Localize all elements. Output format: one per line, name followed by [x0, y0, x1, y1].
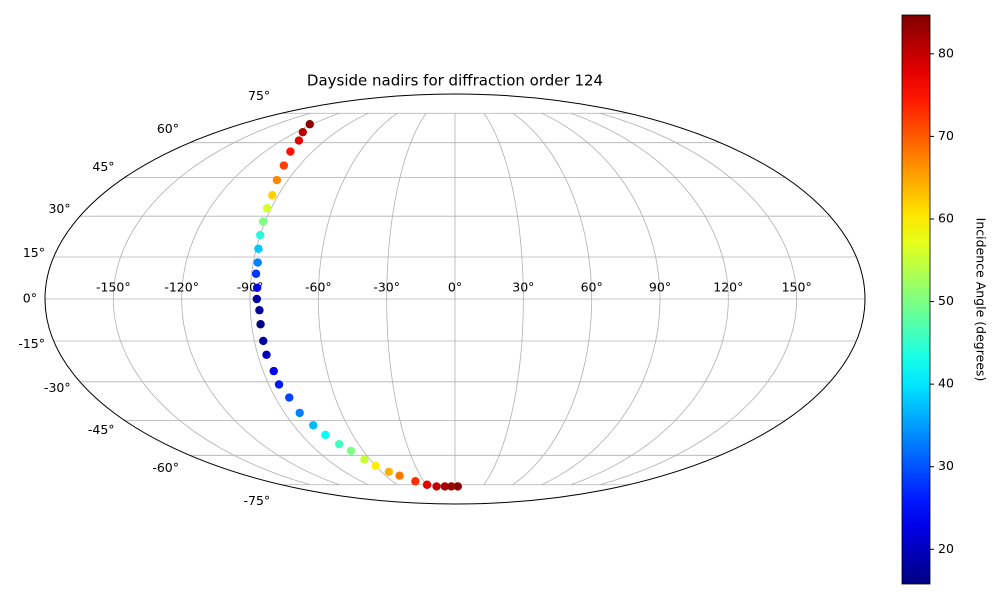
colorbar-tick-label: 70	[938, 128, 954, 143]
scatter-point	[371, 461, 380, 471]
scatter-point	[440, 482, 450, 491]
y-tick-label: -75°	[243, 493, 270, 508]
scatter-point	[253, 258, 262, 267]
scatter-point	[309, 421, 318, 430]
y-tick-label: 45°	[92, 159, 114, 174]
scatter-point	[254, 244, 263, 253]
scatter-point	[395, 471, 404, 480]
scatter-point	[269, 366, 278, 376]
y-tick-label: -30°	[44, 380, 71, 395]
y-tick-label: 60°	[157, 121, 179, 136]
colorbar-tick-label: 40	[938, 376, 954, 391]
scatter-point	[259, 336, 268, 346]
y-tick-label: 75°	[248, 88, 270, 103]
y-tick-label: -15°	[18, 336, 45, 351]
colorbar-label: Incidence Angle (degrees)	[974, 218, 989, 382]
scatter-point	[298, 127, 307, 137]
colorbar	[901, 14, 931, 585]
scatter-point	[432, 482, 441, 491]
y-tick-label: 15°	[23, 245, 45, 260]
x-tick-label: 120°	[713, 280, 743, 295]
y-tick-label: -45°	[88, 422, 115, 437]
scatter-point	[258, 217, 268, 226]
grid-line	[570, 112, 729, 486]
colorbar-tick-label: 30	[938, 458, 954, 473]
grid-line	[386, 113, 427, 485]
scatter-point	[346, 446, 356, 456]
x-tick-label: 30°	[512, 280, 534, 295]
scatter-point	[252, 294, 262, 304]
grid-line	[317, 112, 398, 486]
scatter-point	[360, 455, 369, 464]
grid-line	[249, 112, 369, 486]
scatter-point	[384, 467, 394, 477]
scatter-point	[321, 430, 330, 440]
scatter-point	[334, 439, 344, 449]
scatter-point	[279, 161, 289, 170]
x-tick-label: -150°	[96, 280, 131, 295]
scatter-point	[285, 393, 294, 402]
grid-line	[599, 112, 798, 486]
y-tick-label: 0°	[23, 291, 37, 306]
scatter-point	[262, 350, 271, 359]
scatter-point	[272, 175, 282, 185]
scatter-point	[274, 380, 284, 389]
grid-line	[181, 112, 340, 486]
x-tick-label: 150°	[782, 280, 812, 295]
x-tick-label: 90°	[649, 280, 671, 295]
grid-line	[483, 113, 524, 485]
x-tick-label: 0°	[448, 280, 462, 295]
scatter-point	[262, 204, 272, 213]
map-outline	[44, 93, 866, 505]
scatter-point	[255, 306, 264, 315]
scatter-point	[252, 283, 262, 292]
y-tick-label: -60°	[152, 460, 179, 475]
scatter-point	[268, 191, 277, 200]
x-tick-label: 60°	[581, 280, 603, 295]
scatter-point	[422, 480, 432, 489]
scatter-point	[251, 269, 261, 278]
grid-line	[112, 112, 311, 486]
colorbar-tick-label: 20	[938, 541, 954, 556]
colorbar-tick-label: 50	[938, 293, 954, 308]
scatter-point	[294, 136, 304, 145]
colorbar-tick-label: 60	[938, 210, 954, 225]
scatter-point	[447, 482, 456, 491]
scatter-point	[295, 408, 304, 418]
grid-line	[541, 112, 661, 486]
x-tick-label: -120°	[164, 280, 199, 295]
grid-line	[512, 112, 593, 486]
y-tick-label: 30°	[48, 201, 70, 216]
x-tick-label: -30°	[373, 280, 400, 295]
scatter-point	[286, 147, 295, 156]
chart-title: Dayside nadirs for diffraction order 124	[307, 72, 603, 90]
scatter-point	[305, 120, 314, 129]
scatter-point	[256, 320, 265, 329]
colorbar-tick-label: 80	[938, 45, 954, 60]
scatter-point	[453, 482, 462, 491]
scatter-point	[256, 230, 265, 240]
scatter-point	[411, 477, 420, 486]
x-tick-label: -60°	[305, 280, 332, 295]
